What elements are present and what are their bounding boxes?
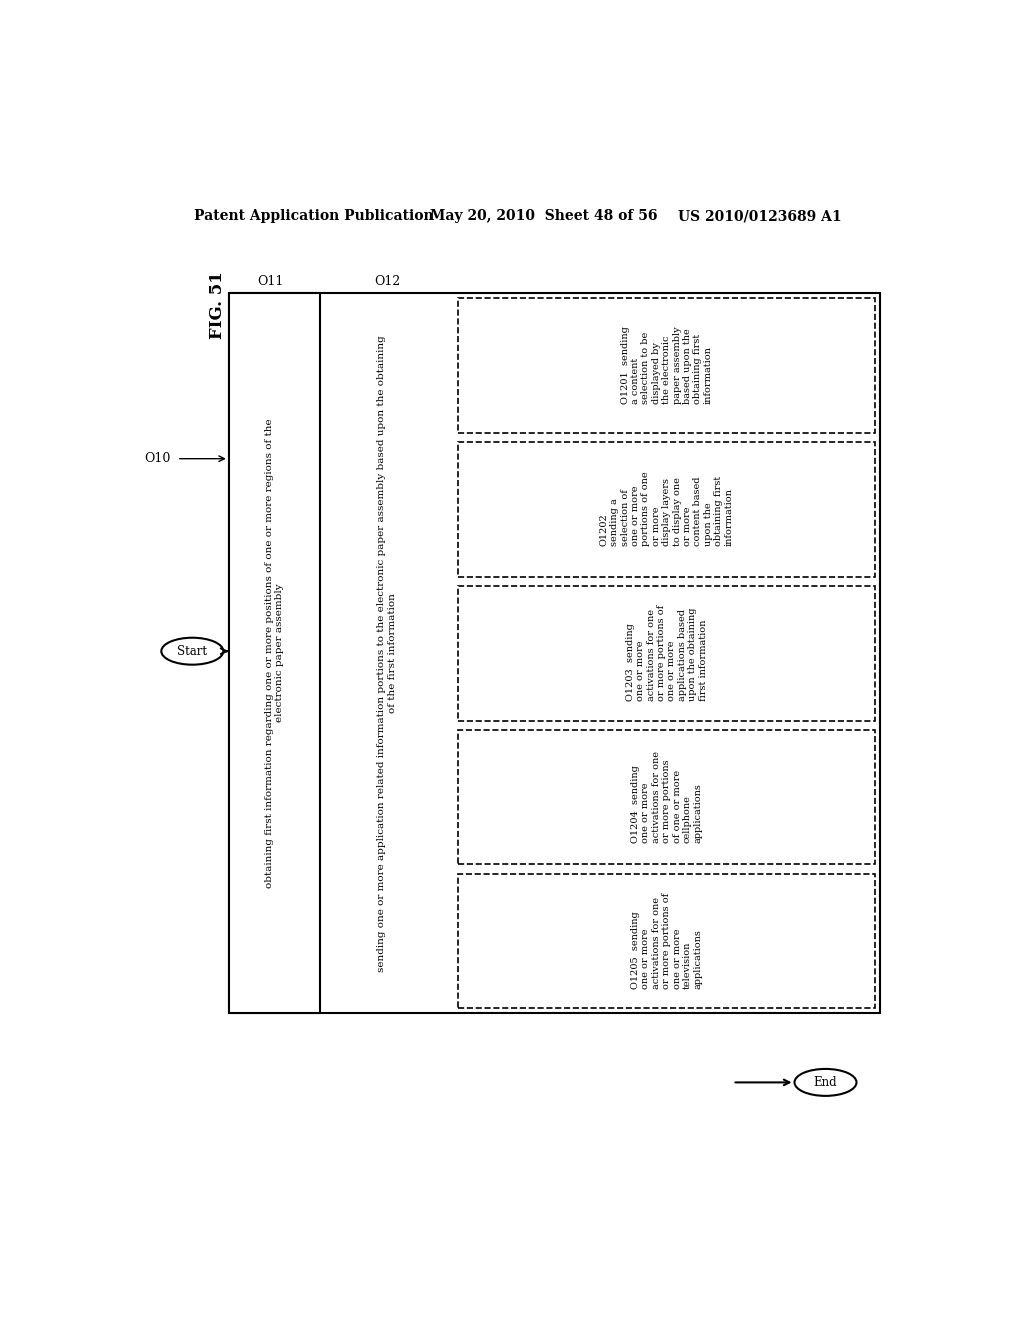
Bar <box>458 874 876 1008</box>
Text: O1205  sending
one or more
activations for one
or more portions of
one or more
t: O1205 sending one or more activations fo… <box>631 892 702 989</box>
Text: O1201  sending
a content
selection to be
displayed by
the electronic
paper assem: O1201 sending a content selection to be … <box>621 326 713 404</box>
Bar <box>228 293 321 1014</box>
Text: End: End <box>814 1076 838 1089</box>
Text: FIG. 51: FIG. 51 <box>209 272 226 339</box>
Text: Start: Start <box>177 644 207 657</box>
Text: obtaining first information regarding one or more positions of one or more regio: obtaining first information regarding on… <box>265 418 285 888</box>
Ellipse shape <box>162 638 223 665</box>
Bar <box>458 298 876 433</box>
Bar <box>228 293 880 1014</box>
Bar <box>458 730 876 865</box>
Text: O10: O10 <box>144 453 171 465</box>
Ellipse shape <box>795 1069 856 1096</box>
Text: May 20, 2010  Sheet 48 of 56: May 20, 2010 Sheet 48 of 56 <box>430 209 657 223</box>
Text: sending one or more application related information portions to the electronic p: sending one or more application related … <box>377 335 396 972</box>
Text: US 2010/0123689 A1: US 2010/0123689 A1 <box>678 209 842 223</box>
Text: O1202
sending a
selection of
one or more
portions of one
or more
display layers
: O1202 sending a selection of one or more… <box>600 471 733 546</box>
Bar <box>458 586 876 721</box>
Text: Patent Application Publication: Patent Application Publication <box>194 209 433 223</box>
Text: O1203  sending
one or more
activations for one
or more portions of
one or more
a: O1203 sending one or more activations fo… <box>626 605 708 701</box>
Text: O12: O12 <box>375 275 400 288</box>
Text: O11: O11 <box>257 275 284 288</box>
Bar <box>458 442 876 577</box>
Text: O1204  sending
one or more
activations for one
or more portions
of one or more
c: O1204 sending one or more activations fo… <box>631 751 702 843</box>
